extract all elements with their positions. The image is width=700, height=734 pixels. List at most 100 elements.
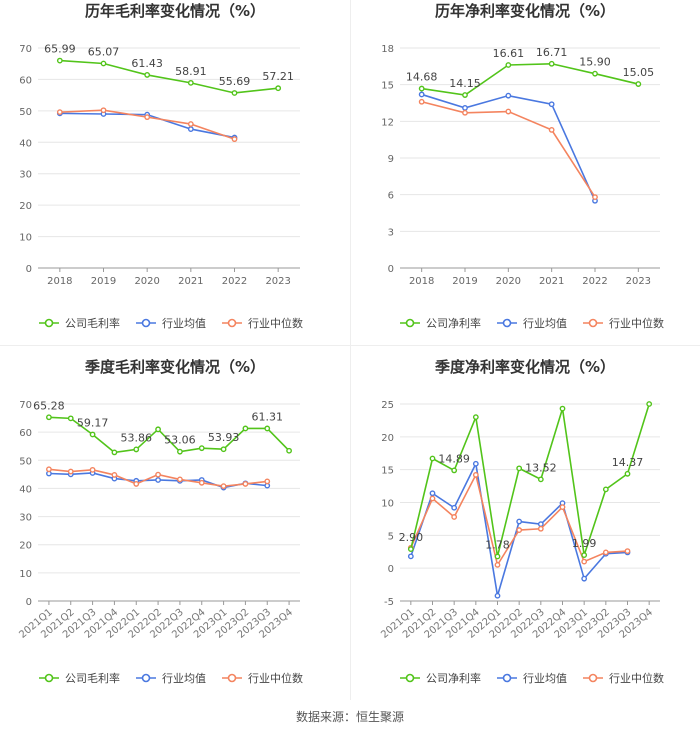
- data-point-company: [46, 414, 52, 421]
- data-label: 1.99: [572, 537, 597, 550]
- data-label: 55.69: [219, 75, 251, 88]
- legend-marker-company: [405, 318, 415, 328]
- legend-label: 行业中位数: [248, 316, 303, 330]
- data-point-company: [286, 447, 292, 454]
- data-point-industry_median: [111, 472, 118, 478]
- data-label: 53.06: [164, 434, 196, 447]
- data-label: 15.90: [579, 56, 611, 69]
- data-point-company: [187, 79, 194, 86]
- data-label: 14.15: [449, 77, 481, 90]
- y-tick-label: 15: [381, 466, 394, 477]
- x-tick-label: 2021: [539, 276, 564, 287]
- y-tick-label: 30: [19, 170, 32, 181]
- chart-title: 季度净利率变化情况（%）: [435, 358, 615, 376]
- data-point-industry_median: [264, 478, 271, 485]
- y-tick-label: 60: [19, 428, 32, 439]
- data-point-industry_median: [462, 109, 468, 116]
- data-point-company: [581, 552, 588, 558]
- data-point-industry_median: [602, 549, 609, 556]
- data-point-industry_avg: [581, 575, 588, 582]
- legend-label: 公司净利率: [426, 316, 481, 330]
- data-label: 61.31: [252, 410, 284, 423]
- y-tick-label: 60: [19, 75, 32, 86]
- data-point-industry_median: [494, 561, 501, 568]
- legend-label: 公司净利率: [426, 671, 481, 685]
- data-source: 数据来源：恒生聚源: [295, 710, 404, 724]
- data-point-company: [624, 470, 631, 477]
- series-line-industry_median: [421, 101, 596, 198]
- data-label: 14.37: [612, 456, 644, 469]
- legend-marker-company: [405, 673, 415, 683]
- data-point-company: [418, 85, 425, 92]
- legend-marker-industry_median: [588, 318, 598, 328]
- data-point-company: [198, 445, 205, 452]
- y-tick-label: 25: [381, 400, 394, 411]
- data-point-industry_median: [144, 114, 151, 121]
- data-point-industry_avg: [472, 460, 479, 467]
- data-point-industry_median: [155, 471, 161, 478]
- y-tick-label: 10: [19, 569, 32, 580]
- legend-marker-industry_median: [588, 673, 598, 683]
- data-label: 15.05: [623, 66, 655, 79]
- x-tick-label: 2023: [265, 276, 290, 287]
- data-label: 14.89: [438, 452, 470, 465]
- data-point-industry_median: [198, 479, 205, 486]
- data-point-company: [602, 486, 609, 493]
- data-point-company: [592, 70, 598, 77]
- data-point-company: [144, 72, 151, 78]
- data-point-industry_median: [418, 98, 425, 105]
- data-label: 65.07: [88, 45, 120, 58]
- y-tick-label: 3: [388, 227, 394, 238]
- data-point-company: [407, 546, 414, 553]
- data-point-company: [111, 449, 118, 456]
- legend-label: 行业中位数: [609, 671, 664, 685]
- legend-label: 行业均值: [162, 672, 206, 685]
- data-point-industry_median: [592, 194, 598, 201]
- data-point-company: [472, 414, 479, 421]
- y-tick-label: 70: [19, 400, 32, 411]
- data-point-company: [548, 60, 555, 67]
- data-point-company: [537, 476, 544, 483]
- data-point-industry_avg: [505, 92, 512, 99]
- data-label: 53.86: [121, 431, 153, 444]
- data-label: 2.90: [399, 531, 424, 544]
- legend-label: 行业均值: [523, 672, 567, 685]
- data-point-industry_avg: [548, 101, 555, 108]
- data-label: 65.99: [44, 43, 76, 56]
- data-label: 58.91: [175, 65, 207, 78]
- data-point-industry_avg: [187, 126, 194, 132]
- y-tick-label: 10: [19, 233, 32, 244]
- y-tick-label: 12: [381, 117, 394, 128]
- legend-label: 公司毛利率: [65, 316, 120, 330]
- data-label: 65.28: [33, 399, 65, 412]
- legend-label: 公司毛利率: [65, 671, 120, 685]
- y-tick-label: 18: [381, 44, 394, 55]
- data-point-company: [646, 401, 653, 407]
- data-label: 14.68: [406, 71, 438, 84]
- data-point-industry_avg: [516, 518, 523, 525]
- data-point-company: [264, 425, 271, 432]
- data-point-company: [155, 426, 161, 433]
- data-point-industry_median: [46, 466, 52, 473]
- data-point-company: [56, 57, 63, 64]
- data-point-industry_median: [133, 481, 140, 487]
- data-point-company: [494, 553, 501, 560]
- x-tick-label: 2020: [134, 276, 159, 287]
- chart-title: 季度毛利率变化情况（%）: [85, 358, 265, 376]
- legend-marker-industry_median: [227, 673, 237, 683]
- data-label: 59.17: [77, 416, 109, 429]
- data-label: 16.71: [536, 46, 568, 59]
- x-tick-label: 2023: [626, 276, 651, 287]
- data-label: 57.21: [262, 70, 294, 83]
- data-label: 13.52: [525, 461, 557, 474]
- series-line-company: [48, 416, 290, 454]
- legend-marker-company: [44, 673, 54, 683]
- vertical-divider: [350, 0, 351, 700]
- data-point-industry_median: [624, 548, 631, 554]
- data-point-industry_median: [548, 126, 555, 133]
- y-tick-label: 50: [19, 456, 32, 467]
- y-tick-label: 50: [19, 107, 32, 118]
- data-point-industry_median: [451, 514, 458, 520]
- data-point-industry_median: [187, 121, 194, 127]
